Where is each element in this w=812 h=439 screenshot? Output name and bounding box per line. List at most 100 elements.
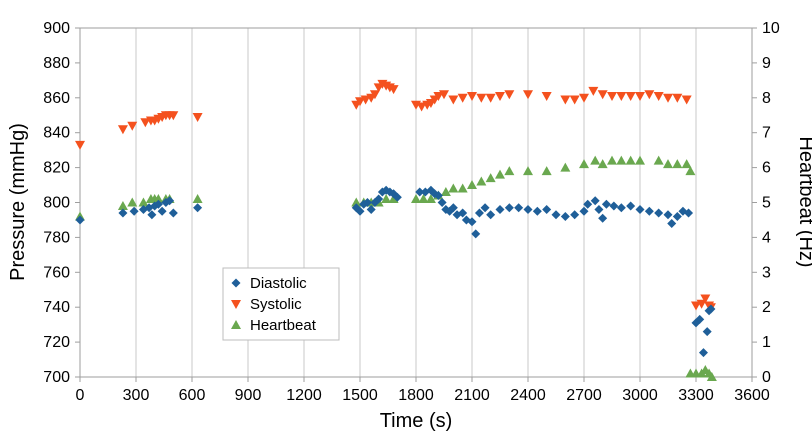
heartbeat-point	[706, 372, 717, 381]
heartbeat-point	[607, 155, 617, 165]
diastolic-point	[583, 199, 593, 209]
diastolic-point	[193, 203, 203, 213]
diastolic-point	[644, 206, 654, 216]
heartbeat-point	[672, 159, 683, 169]
y2-tick-label: 5	[762, 195, 771, 212]
systolic-point	[597, 90, 608, 100]
diastolic-point	[355, 206, 365, 216]
diastolic-point	[392, 192, 402, 202]
heartbeat-point	[485, 173, 496, 183]
y-tick-label: 740	[43, 299, 70, 316]
systolic-point	[560, 95, 571, 105]
systolic-point	[504, 90, 515, 100]
heartbeat-point	[418, 194, 429, 204]
diastolic-point	[486, 210, 496, 220]
diastolic-point	[626, 201, 636, 211]
diastolic-point	[147, 210, 157, 220]
y-tick-label: 900	[43, 20, 70, 37]
systolic-point	[369, 90, 380, 100]
diastolic-point	[523, 204, 533, 214]
x-tick-label: 2700	[566, 387, 602, 404]
heartbeat-point	[635, 155, 645, 165]
systolic-point	[439, 90, 449, 100]
diastolic-point	[542, 204, 552, 214]
diastolic-point	[616, 203, 626, 213]
diastolic-point	[415, 187, 425, 197]
systolic-point	[192, 112, 203, 122]
x-tick-label: 1500	[342, 387, 378, 404]
diastolic-point	[706, 304, 716, 314]
x-tick-label: 2100	[454, 387, 490, 404]
diastolic-point	[448, 203, 458, 213]
systolic-point	[541, 92, 552, 102]
legend-marker-heartbeat	[231, 320, 241, 329]
heartbeat-point	[597, 159, 608, 169]
diastolic-point	[667, 218, 677, 228]
heartbeat-point	[448, 183, 459, 193]
diastolic-point	[532, 206, 542, 216]
systolic-point	[448, 95, 459, 105]
systolic-point	[691, 301, 701, 311]
diastolic-point	[433, 191, 443, 201]
diastolic-point	[495, 204, 505, 214]
x-tick-label: 600	[179, 387, 206, 404]
diastolic-point	[695, 314, 705, 324]
y-tick-label: 800	[43, 195, 70, 212]
systolic-point	[588, 86, 599, 96]
legend-label-diastolic: Diastolic	[250, 275, 307, 292]
diastolic-point	[480, 203, 490, 213]
y2-tick-label: 2	[762, 299, 771, 316]
diastolic-point	[75, 215, 85, 225]
heartbeat-point	[192, 194, 203, 204]
diastolic-point	[474, 208, 484, 218]
heartbeat-point	[685, 166, 696, 176]
diastolic-point	[684, 208, 694, 218]
y-tick-label: 860	[43, 90, 70, 107]
systolic-point	[696, 299, 707, 309]
diastolic-point	[551, 210, 561, 220]
heartbeat-point	[560, 162, 571, 172]
heartbeat-point	[440, 187, 451, 197]
systolic-point	[569, 95, 580, 105]
diastolic-point	[702, 327, 712, 337]
diastolic-point	[168, 208, 178, 218]
diastolic-point	[467, 217, 477, 227]
diastolic-point	[437, 198, 447, 207]
heartbeat-point	[523, 166, 533, 176]
y2-tick-label: 10	[762, 20, 780, 37]
systolic-point	[700, 294, 711, 304]
heartbeat-point	[625, 155, 636, 165]
systolic-point	[485, 93, 496, 103]
legend-label-systolic: Systolic	[250, 296, 302, 313]
diastolic-point	[504, 203, 514, 213]
heartbeat-point	[388, 194, 399, 204]
y2-tick-label: 8	[762, 90, 771, 107]
y2-tick-label: 0	[762, 369, 771, 386]
y2-tick-label: 6	[762, 160, 771, 177]
systolic-point	[644, 90, 655, 100]
systolic-point	[433, 92, 444, 102]
systolic-point	[579, 93, 589, 103]
systolic-point	[168, 111, 179, 121]
legend-marker-diastolic	[231, 278, 241, 288]
y-axis-ticks: 700 720 740 760 780 800 820 840 860 880 900	[43, 20, 80, 386]
heartbeat-point	[653, 155, 664, 165]
diastolic-point	[654, 208, 664, 218]
systolic-point	[355, 97, 365, 107]
diastolic-point	[471, 229, 481, 239]
diastolic-point	[165, 196, 175, 206]
systolic-point	[625, 92, 636, 102]
x-axis-title: Time (s)	[380, 410, 453, 432]
heartbeat-point	[411, 194, 421, 204]
systolic-point	[467, 92, 477, 102]
y2-tick-label: 3	[762, 264, 771, 281]
diastolic-point	[153, 199, 163, 209]
heartbeat-point	[579, 159, 589, 169]
systolic-point	[476, 93, 487, 103]
heartbeat-point	[590, 155, 601, 165]
diastolic-point	[698, 348, 708, 358]
y-tick-label: 820	[43, 160, 70, 177]
diastolic-point	[366, 204, 376, 214]
diastolic-point	[598, 213, 608, 223]
